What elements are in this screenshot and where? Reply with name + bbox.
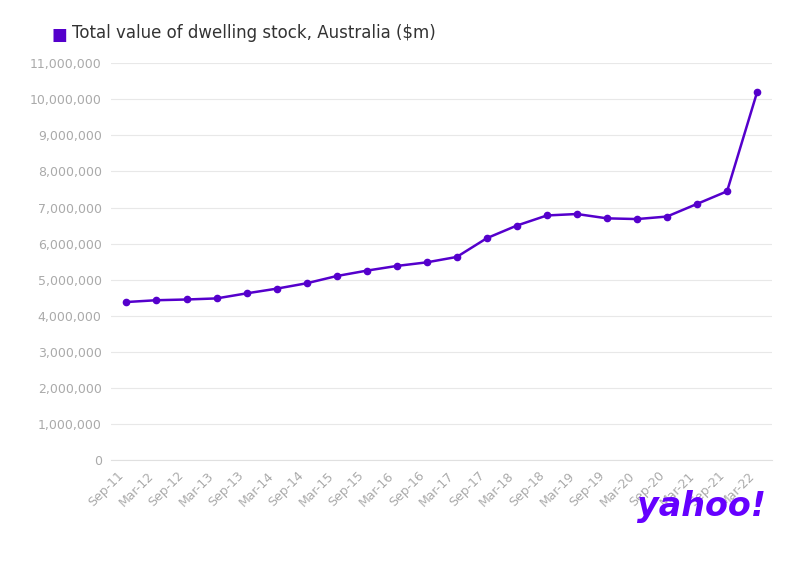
Text: yahoo!: yahoo!	[637, 490, 766, 523]
Text: Total value of dwelling stock, Australia ($m): Total value of dwelling stock, Australia…	[72, 24, 435, 42]
Text: ■: ■	[52, 26, 68, 44]
